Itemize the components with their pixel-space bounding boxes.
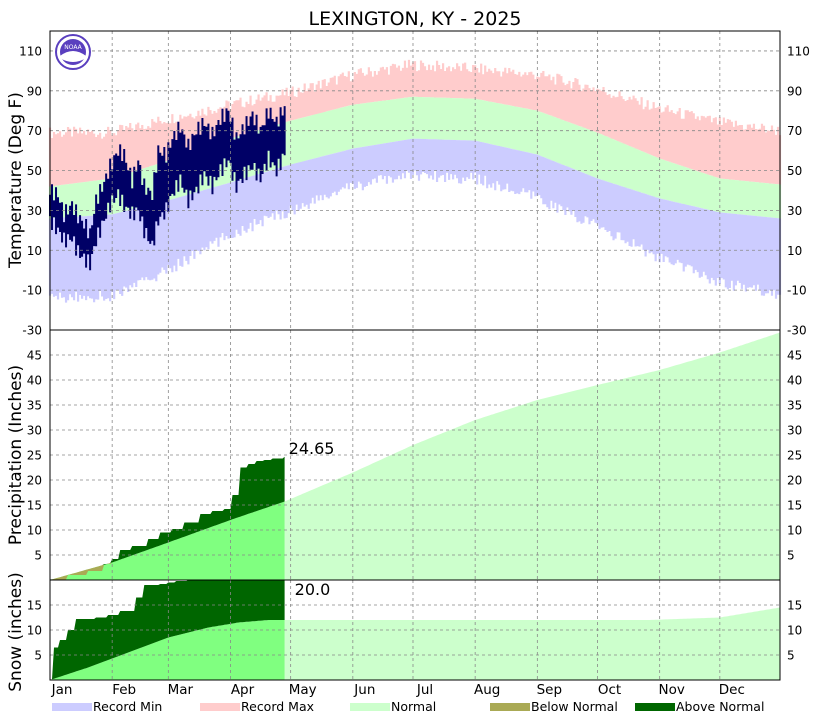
month-label: Sep: [537, 682, 562, 698]
month-label: May: [289, 682, 317, 698]
precipitation-tick-left: 25: [27, 449, 42, 463]
month-label: Jun: [353, 682, 375, 698]
chart-title: LEXINGTON, KY - 2025: [309, 8, 522, 30]
snow-total-label: 20.0: [295, 580, 331, 599]
precipitation-tick-left: 35: [27, 399, 42, 413]
legend-label: Above Normal: [676, 699, 764, 714]
temperature-tick-left: 110: [19, 44, 42, 58]
temperature-tick-left: 30: [27, 204, 42, 218]
temperature-tick-left: -10: [22, 284, 42, 298]
month-labels: Jan Feb Mar Apr May Jun Jul Aug Sep Oct Nov Dec: [51, 682, 745, 698]
month-label: Feb: [112, 682, 136, 698]
precipitation-tick-left: 20: [27, 474, 42, 488]
precipitation-tick-left: 10: [27, 524, 42, 538]
snow-tick-left: 5: [34, 649, 42, 663]
snow-normal-future: [284, 607, 780, 680]
precipitation-tick-left: 45: [27, 349, 42, 363]
noaa-logo-bird: [60, 51, 86, 62]
snow-grid: [50, 580, 780, 680]
precipitation-tick-right: 40: [787, 374, 802, 388]
temperature-tick-right: 90: [787, 84, 802, 98]
temperature-grid: [50, 31, 780, 330]
precipitation-tick-right: 15: [787, 499, 802, 513]
noaa-logo: NOAA: [55, 34, 91, 70]
precipitation-total-label: 24.65: [289, 439, 335, 458]
temperature-tick-right: -30: [787, 324, 807, 338]
precipitation-tick-right: 25: [787, 449, 802, 463]
month-label: Nov: [658, 682, 684, 698]
precipitation-tick-right: 35: [787, 399, 802, 413]
precipitation-tick-left: 15: [27, 499, 42, 513]
precipitation-grid: [50, 330, 780, 580]
legend-swatch: [52, 703, 92, 711]
legend-swatch: [635, 703, 675, 711]
legend-swatch: [200, 703, 240, 711]
noaa-logo-text: NOAA: [64, 44, 82, 51]
snow-axis-label: Snow (inches): [6, 572, 26, 691]
temperature-panel: -10 10 30 50 70 90 110 -30 -10 10 30 50 70 90 110 -30 T…: [6, 31, 810, 338]
temperature-tick-right: -10: [787, 284, 807, 298]
month-label: Oct: [598, 682, 621, 698]
precipitation-panel: 5 10 15 20 25 30 35 40 45 5 10 15 20 25 30 35 40 45 Preci…: [6, 330, 802, 580]
snow-normal-to-date: [50, 620, 285, 680]
precipitation-tick-right: 10: [787, 524, 802, 538]
temperature-tick-right: 50: [787, 164, 802, 178]
snow-tick-left: 15: [27, 599, 42, 613]
precipitation-tick-right: 45: [787, 349, 802, 363]
precipitation-tick-labels: 5 10 15 20 25 30 35 40 45 5 10 15 20 25 30 35 40 45: [27, 349, 803, 563]
snow-tick-labels: 5 10 15 5 10 15: [27, 599, 803, 663]
temperature-tick-right: 30: [787, 204, 802, 218]
panel-frames: [49, 30, 781, 681]
temperature-tick-left: 90: [27, 84, 42, 98]
legend-swatch: [490, 703, 530, 711]
temperature-tick-right: 70: [787, 124, 802, 138]
precip-normal-future: [284, 332, 780, 580]
legend-label: Below Normal: [531, 699, 618, 714]
panel-frame-2: [49, 579, 781, 681]
month-label: Aug: [474, 682, 500, 698]
precipitation-tick-left: 30: [27, 424, 42, 438]
precipitation-tick-right: 5: [787, 549, 795, 563]
legend-swatch: [350, 703, 390, 711]
precipitation-tick-left: 5: [34, 549, 42, 563]
snow-tick-right: 5: [787, 649, 795, 663]
legend-label: Record Max: [241, 699, 314, 714]
month-label: Dec: [719, 682, 745, 698]
precipitation-tick-right: 20: [787, 474, 802, 488]
snow-tick-right: 10: [787, 624, 802, 638]
snow-tick-left: 10: [27, 624, 42, 638]
precip-normal-to-date: [50, 501, 285, 580]
legend-label: Record Min: [93, 699, 162, 714]
month-label: Mar: [168, 682, 194, 698]
temperature-tick-bottom: -30: [22, 324, 42, 338]
precipitation-tick-right: 30: [787, 424, 802, 438]
precip-above-normal: [50, 456, 285, 580]
temperature-tick-left: 10: [27, 244, 42, 258]
legend-label: Normal: [391, 699, 436, 714]
legend: Record Min Record Max Normal Below Normal Ab…: [52, 699, 764, 714]
temperature-tick-right: 110: [787, 44, 810, 58]
month-label: Apr: [231, 682, 255, 698]
temperature-tick-labels: -10 10 30 50 70 90 110 -30 -10 10 30 50 70 90 110 -30: [19, 44, 810, 337]
temperature-tick-left: 70: [27, 124, 42, 138]
temperature-axis-label: Temperature (Deg F): [6, 92, 26, 269]
precipitation-tick-left: 40: [27, 374, 42, 388]
month-label: Jan: [51, 682, 73, 698]
precipitation-axis-label: Precipitation (Inches): [6, 365, 26, 545]
precipitation-areas: [50, 332, 780, 580]
snow-panel: 5 10 15 5 10 15 Snow (inches) 20.0: [6, 572, 802, 691]
month-label: Jul: [416, 682, 433, 698]
snow-tick-right: 15: [787, 599, 802, 613]
temperature-tick-left: 50: [27, 164, 42, 178]
temperature-tick-right: 10: [787, 244, 802, 258]
